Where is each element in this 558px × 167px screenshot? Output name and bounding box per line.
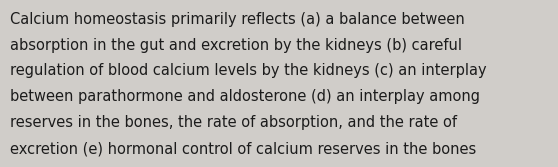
Text: Calcium homeostasis primarily reflects (a) a balance between: Calcium homeostasis primarily reflects (… [10,12,465,27]
Text: reserves in the bones, the rate of absorption, and the rate of: reserves in the bones, the rate of absor… [10,115,457,130]
Text: regulation of blood calcium levels by the kidneys (c) an interplay: regulation of blood calcium levels by th… [10,63,487,78]
Text: between parathormone and aldosterone (d) an interplay among: between parathormone and aldosterone (d)… [10,89,480,104]
Text: absorption in the gut and excretion by the kidneys (b) careful: absorption in the gut and excretion by t… [10,38,462,53]
Text: excretion (e) hormonal control of calcium reserves in the bones: excretion (e) hormonal control of calciu… [10,141,477,156]
